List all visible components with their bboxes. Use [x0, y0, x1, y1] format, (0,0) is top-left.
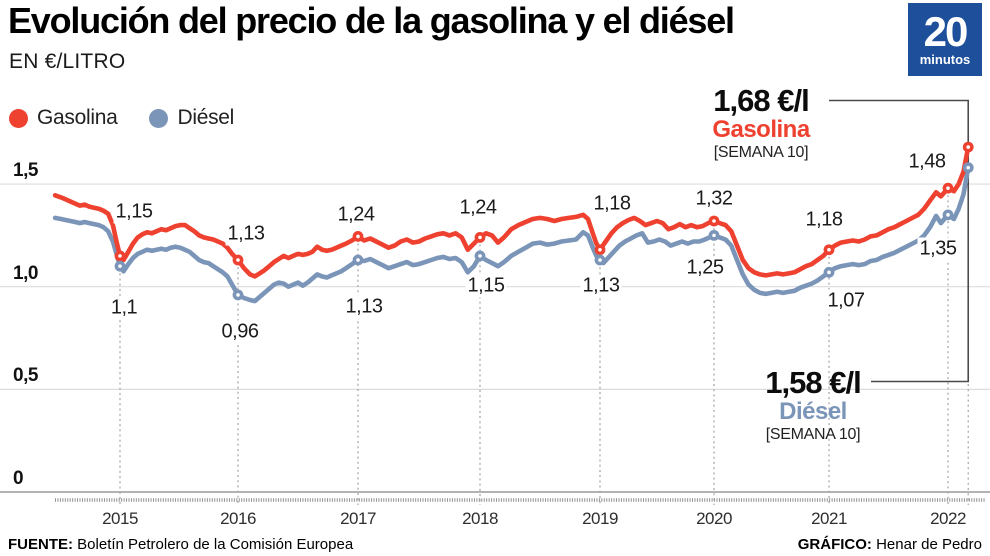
credit-text: Henar de Pedro	[871, 536, 982, 553]
gasolina-latest-week: [SEMANA 10]	[713, 144, 809, 161]
data-point-marker-center	[356, 258, 360, 262]
diesel-color-dot-icon	[149, 108, 169, 128]
data-point-marker-center	[118, 254, 122, 258]
20minutos-logo: 20 minutos	[908, 3, 982, 76]
data-point-marker-center	[478, 254, 482, 258]
logo-word: minutos	[919, 52, 971, 67]
data-point-marker-center	[118, 264, 122, 268]
gasolina-latest-name: Gasolina	[712, 116, 810, 143]
data-point-marker-center	[712, 233, 716, 238]
data-point-marker-center	[598, 258, 602, 262]
legend-label-diesel: Diésel	[177, 106, 235, 129]
credit-label: GRÁFICO:	[797, 536, 872, 553]
callout-connector-line	[829, 99, 970, 383]
data-point-marker-center	[236, 293, 240, 297]
data-point-marker-center	[712, 219, 716, 223]
gasolina-latest-callout: 1,68 €/l Gasolina [SEMANA 10]	[656, 84, 866, 163]
data-point-marker-center	[966, 165, 971, 170]
legend: Gasolina Diésel	[9, 106, 254, 130]
data-point-marker-center	[827, 247, 831, 252]
logo-number: 20	[923, 8, 969, 55]
source-label: FUENTE:	[8, 536, 73, 553]
series-line-diésel	[52, 165, 971, 304]
page-title: Evolución del precio de la gasolina y el…	[8, 0, 735, 41]
data-point-marker-center	[236, 258, 240, 262]
diesel-latest-week: [SEMANA 10]	[765, 426, 861, 443]
data-point-marker-center	[598, 247, 602, 252]
data-point-marker-center	[356, 234, 360, 239]
diesel-latest-value: 1,58 €/l	[765, 365, 861, 400]
data-point-marker-center	[946, 213, 950, 217]
legend-label-gasolina: Gasolina	[37, 106, 118, 129]
diesel-latest-name: Diésel	[779, 398, 847, 425]
data-point-marker-center	[478, 235, 482, 240]
source-credit: FUENTE: Boletín Petrolero de la Comisión…	[8, 536, 353, 553]
gasolina-latest-value: 1,68 €/l	[713, 83, 809, 118]
legend-item-diesel: Diésel	[149, 106, 234, 130]
source-text: Boletín Petrolero de la Comisión Europea	[73, 536, 354, 553]
data-point-marker-center	[827, 270, 831, 275]
data-point-marker-center	[946, 186, 950, 190]
author-credit: GRÁFICO: Henar de Pedro	[798, 536, 982, 553]
diesel-latest-callout: 1,58 €/l Diésel [SEMANA 10]	[708, 366, 918, 445]
gasolina-color-dot-icon	[9, 108, 28, 128]
data-point-marker-center	[966, 145, 971, 149]
chart-unit-subtitle: EN €/LITRO	[9, 50, 126, 73]
legend-item-gasolina: Gasolina	[9, 106, 118, 130]
